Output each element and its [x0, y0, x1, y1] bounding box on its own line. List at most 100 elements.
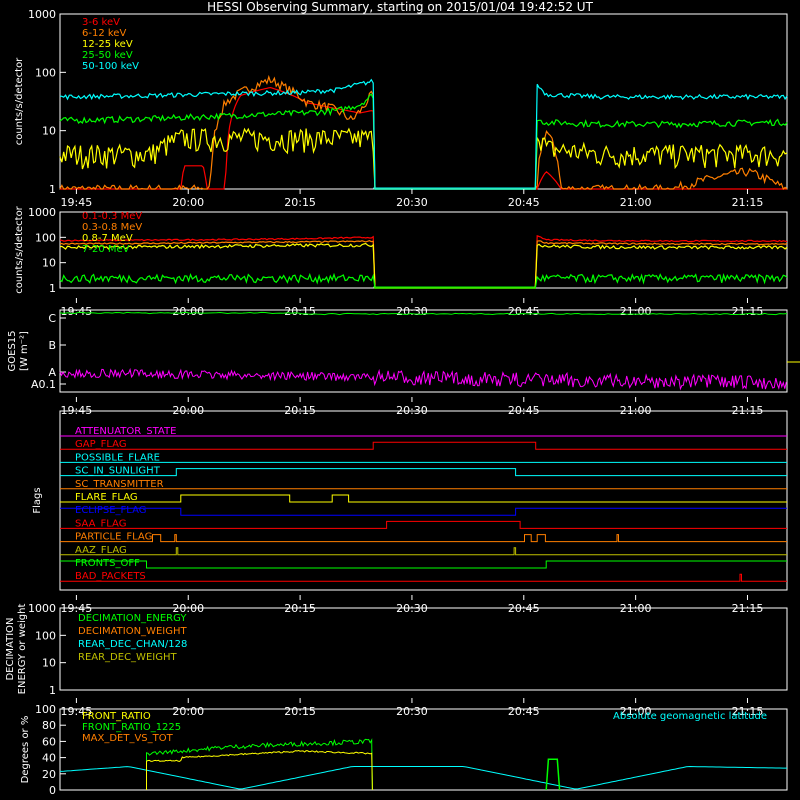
- annotation-geomagnetic-latitude: Absolute geomagnetic latitude: [613, 711, 767, 722]
- y-axis-label: ENERGY or weight: [17, 604, 28, 695]
- flag-line-bad-packets: [60, 573, 787, 582]
- legend-entry: 0.1-0.3 MeV: [82, 211, 142, 222]
- y-tick-label: 100: [35, 66, 56, 79]
- panel-frame: [59, 708, 788, 791]
- flag-label: FLARE_FLAG: [75, 492, 138, 503]
- flag-line-particle-flag: [60, 534, 787, 543]
- figure-title: HESSI Observing Summary, starting on 201…: [207, 0, 593, 14]
- y-tick-label: A: [48, 366, 56, 379]
- y-axis-label: counts/s/detector: [14, 57, 25, 145]
- y-tick-label: B: [48, 339, 56, 352]
- flag-label: SC_IN_SUNLIGHT: [75, 466, 161, 477]
- flag-line-fronts-off: [60, 560, 787, 569]
- series-line-spike: [545, 758, 561, 791]
- time-tick-label: 20:30: [396, 305, 428, 318]
- y-tick-label: 1000: [28, 206, 56, 219]
- y-tick-label: 10: [42, 125, 56, 138]
- time-tick-label: 20:45: [508, 705, 540, 718]
- legend-entry: DECIMATION_ENERGY: [78, 613, 187, 624]
- legend-entry: 3-6 keV: [82, 17, 120, 28]
- y-tick-label: 1000: [28, 8, 56, 21]
- legend-entry: 0.3-0.8 MeV: [82, 222, 142, 233]
- legend-entry: MAX_DET_VS_TOT: [82, 733, 174, 744]
- time-tick-label: 19:45: [61, 196, 93, 209]
- y-tick-label: 1000: [28, 602, 56, 615]
- flag-line-sc-in-sunlight: [60, 468, 787, 477]
- legend-entry: FRONT_RATIO_1225: [82, 722, 181, 733]
- flag-label: ATTENUATOR_STATE: [75, 426, 176, 437]
- y-tick-label: 1: [49, 282, 56, 295]
- y-axis-label: [W m⁻²]: [19, 331, 30, 371]
- legend-entry: 7-20 MeV: [82, 244, 130, 255]
- y-tick-label: 10: [42, 657, 56, 670]
- y-tick-label: 20: [42, 768, 56, 781]
- y-tick-label: 0: [49, 784, 56, 797]
- flag-label: SC_TRANSMITTER: [75, 479, 164, 490]
- flag-label: AAZ_FLAG: [75, 545, 127, 556]
- time-tick-label: 21:00: [620, 305, 652, 318]
- y-tick-label: 80: [42, 719, 56, 732]
- time-tick-label: 20:15: [284, 705, 316, 718]
- y-axis-label: Flags: [32, 487, 43, 513]
- time-tick-label: 19:45: [61, 705, 93, 718]
- y-axis-label: Degrees or %: [20, 716, 31, 784]
- time-tick-label: 20:15: [284, 196, 316, 209]
- y-tick-label: 60: [42, 735, 56, 748]
- flag-label: BAD_PACKETS: [75, 571, 146, 582]
- series-line-goes-short: [59, 367, 787, 391]
- flag-label: GAP_FLAG: [75, 439, 127, 450]
- time-tick-label: 20:45: [508, 196, 540, 209]
- series-line-front-ratio: [146, 749, 373, 791]
- y-axis-label: GOES15: [7, 330, 18, 371]
- y-tick-label: 100: [35, 629, 56, 642]
- time-tick-label: 20:00: [172, 305, 204, 318]
- legend-entry: 0.8-7 MeV: [82, 233, 133, 244]
- y-tick-label: 40: [42, 752, 56, 765]
- time-tick-label: 21:15: [732, 196, 764, 209]
- panel-frame: [59, 607, 788, 691]
- panel-decimation: 1 10 100 1000 DECIMATION ENERGY or weight DECI…: [5, 602, 788, 718]
- series-line-50-100-kev: [59, 78, 788, 190]
- panel-frame: [59, 410, 788, 591]
- legend-entry: 6-12 keV: [82, 28, 126, 39]
- flag-line-flare-flag: [60, 494, 787, 503]
- legend-entry: REAR_DEC_CHAN/128: [78, 639, 187, 650]
- flag-line-gap-flag: [60, 441, 787, 450]
- flag-line-aaz-flag: [60, 547, 787, 556]
- time-tick-label: 21:15: [732, 705, 764, 718]
- time-tick-label: 20:15: [284, 305, 316, 318]
- y-axis-label: DECIMATION: [5, 617, 16, 680]
- time-tick-label: 20:30: [396, 705, 428, 718]
- time-tick-label: 20:30: [396, 196, 428, 209]
- time-tick-label: 19:45: [61, 305, 93, 318]
- flag-label: POSSIBLE_FLARE: [75, 452, 160, 463]
- series-line-7-20-mev: [59, 272, 788, 289]
- flag-label: ECLIPSE_FLAG: [75, 505, 146, 516]
- panel-frame: [59, 309, 788, 393]
- time-tick-label: 20:45: [508, 305, 540, 318]
- y-tick-label: 1: [49, 183, 56, 196]
- legend-entry: 12-25 keV: [82, 39, 133, 50]
- flag-line-saa-flag: [60, 520, 787, 529]
- legend-entry: REAR_DEC_WEIGHT: [78, 652, 177, 663]
- y-tick-label: A0.1: [31, 378, 56, 391]
- y-tick-label: 100: [35, 703, 56, 716]
- flag-label: FRONTS_OFF: [75, 558, 140, 569]
- y-tick-label: 1: [49, 684, 56, 697]
- series-line-front-ratio-1225: [146, 738, 373, 791]
- time-tick-label: 20:00: [172, 705, 204, 718]
- flag-line-eclipse-flag: [60, 507, 787, 516]
- time-tick-label: 21:00: [620, 705, 652, 718]
- series-line-geomagnetic-latitude: [59, 765, 787, 790]
- flag-label: PARTICLE_FLAG: [75, 532, 152, 543]
- time-tick-label: 20:00: [172, 196, 204, 209]
- time-tick-label: 21:00: [620, 196, 652, 209]
- y-tick-label: 10: [42, 257, 56, 270]
- y-axis-label: counts/s/detector: [14, 205, 25, 293]
- y-tick-label: 100: [35, 231, 56, 244]
- time-tick-label: 21:15: [732, 305, 764, 318]
- legend-entry: FRONT_RATIO: [82, 711, 151, 722]
